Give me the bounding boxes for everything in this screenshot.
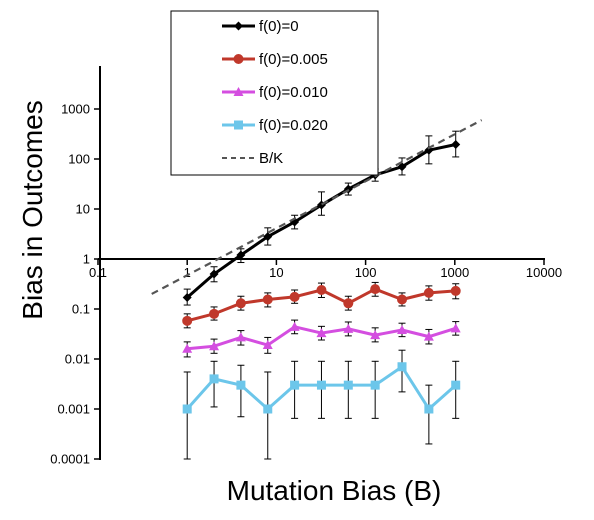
legend-label: f(0)=0.020 [259, 117, 328, 134]
series-f-0-0-010 [182, 319, 461, 358]
x-tick-label: 10000 [526, 265, 562, 280]
y-tick-label: 1 [83, 252, 90, 267]
error-bar [371, 360, 379, 419]
data-point [235, 332, 246, 342]
y-tick-label: 100 [68, 152, 90, 167]
x-tick-label: 100 [355, 265, 377, 280]
y-tick-label: 1000 [61, 102, 90, 117]
legend-label: f(0)=0.010 [259, 84, 328, 101]
error-bar [425, 384, 433, 445]
data-point [262, 340, 273, 350]
legend-item: f(0)=0.005 [222, 51, 328, 68]
data-point [423, 331, 434, 341]
data-point [343, 323, 354, 333]
data-point [316, 380, 326, 390]
data-point [233, 87, 244, 96]
y-tick-label: 10 [76, 202, 90, 217]
series-line [151, 119, 483, 295]
data-point [233, 54, 244, 64]
data-point [263, 232, 273, 242]
legend-item: B/K [222, 150, 283, 167]
series-f-0-0 [182, 130, 461, 306]
legend-label: f(0)=0.005 [259, 51, 328, 68]
error-bar [210, 360, 218, 408]
data-point [262, 294, 273, 305]
data-point [263, 404, 273, 414]
legend-label: f(0)=0 [259, 18, 299, 35]
data-point [209, 374, 219, 384]
data-point [397, 362, 407, 372]
data-point [209, 308, 220, 319]
error-bar [264, 371, 272, 460]
data-point [397, 325, 408, 335]
data-point [289, 321, 300, 331]
legend-item: f(0)=0 [222, 18, 299, 35]
data-point [370, 284, 381, 295]
data-point [290, 380, 300, 390]
data-point [236, 250, 246, 260]
error-bar [291, 360, 299, 419]
series-f-0-0-005 [182, 281, 461, 329]
x-tick-label: 1000 [440, 265, 469, 280]
data-point [423, 287, 434, 298]
data-point [370, 330, 381, 340]
data-point [289, 291, 300, 302]
legend: f(0)=0 f(0)=0.005 f(0)=0.010 f(0)=0.020 B/K [170, 10, 379, 176]
data-point [451, 380, 461, 390]
data-point [182, 292, 192, 302]
data-point [397, 294, 408, 305]
data-point [182, 343, 193, 353]
legend-box [170, 10, 379, 176]
legend-label: B/K [259, 150, 283, 167]
x-tick-label: 1 [184, 265, 191, 280]
data-point [451, 139, 461, 149]
error-bar [183, 371, 191, 460]
data-point [209, 341, 220, 351]
y-tick-label: 0.001 [57, 402, 90, 417]
data-point [182, 315, 193, 326]
x-axis-title: Mutation Bias (B) [227, 475, 442, 506]
series-f-0-0-020 [182, 349, 461, 460]
data-point [343, 298, 354, 309]
legend-item: f(0)=0.020 [222, 117, 328, 134]
data-point [182, 404, 192, 414]
series-b-k [151, 119, 483, 295]
y-tick-label: 0.1 [72, 302, 90, 317]
data-point [316, 328, 327, 338]
error-bar [344, 360, 352, 419]
data-point [450, 285, 461, 296]
error-bar [317, 360, 325, 419]
y-tick-label: 0.01 [65, 352, 90, 367]
data-point [235, 298, 246, 309]
y-tick-label: 0.0001 [50, 452, 90, 467]
x-tick-label: 0.1 [89, 265, 107, 280]
data-point [397, 162, 407, 172]
legend-item: f(0)=0.010 [222, 84, 328, 101]
data-point [209, 269, 219, 279]
data-point [370, 380, 380, 390]
data-point [450, 323, 461, 333]
y-axis-title: Bias in Outcomes [17, 100, 48, 319]
series-layer [151, 119, 483, 460]
data-point [316, 284, 327, 295]
x-tick-label: 10 [269, 265, 283, 280]
data-point [234, 21, 243, 31]
data-point [424, 404, 434, 414]
data-point [343, 380, 353, 390]
error-bar [237, 364, 245, 418]
data-point [234, 120, 243, 130]
error-bar [452, 360, 460, 419]
data-point [236, 380, 246, 390]
